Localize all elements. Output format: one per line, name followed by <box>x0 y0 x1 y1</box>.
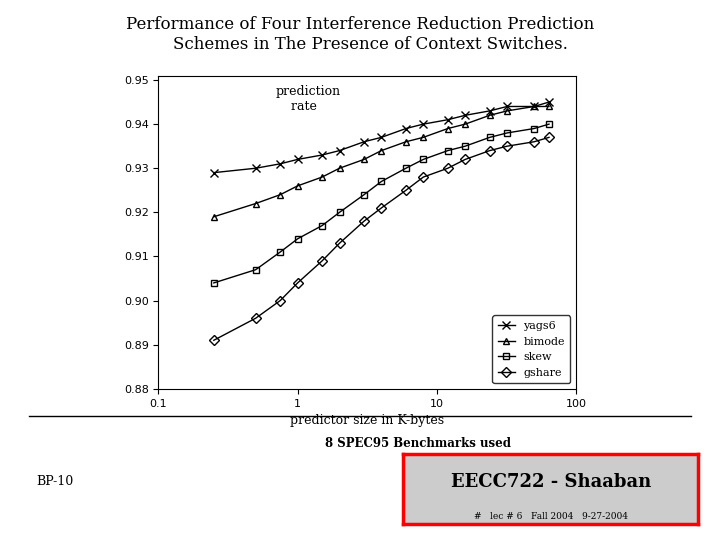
Text: EECC722 - Shaaban: EECC722 - Shaaban <box>451 472 651 491</box>
Text: BP-10: BP-10 <box>36 475 73 488</box>
gshare <box>485 147 494 154</box>
skew <box>336 209 344 215</box>
gshare <box>360 218 369 225</box>
yags6 <box>461 112 469 119</box>
bimode <box>251 200 260 207</box>
skew <box>485 134 494 140</box>
skew <box>444 147 452 154</box>
gshare <box>402 187 410 193</box>
gshare <box>293 280 302 286</box>
bimode <box>485 112 494 119</box>
skew <box>276 249 284 255</box>
Line: bimode: bimode <box>210 103 552 220</box>
X-axis label: predictor size in K-bytes: predictor size in K-bytes <box>290 414 444 427</box>
skew <box>419 156 428 163</box>
bimode <box>293 183 302 189</box>
Line: yags6: yags6 <box>210 98 553 177</box>
bimode <box>377 147 386 154</box>
bimode <box>276 192 284 198</box>
yags6 <box>210 170 218 176</box>
Text: prediction
    rate: prediction rate <box>275 85 341 113</box>
skew <box>377 178 386 185</box>
yags6 <box>402 125 410 132</box>
skew <box>545 121 554 127</box>
Line: gshare: gshare <box>210 134 552 344</box>
yags6 <box>485 107 494 114</box>
yags6 <box>377 134 386 140</box>
gshare <box>251 315 260 321</box>
bimode <box>503 107 511 114</box>
Legend: yags6, bimode, skew, gshare: yags6, bimode, skew, gshare <box>492 315 570 383</box>
bimode <box>444 125 452 132</box>
yags6 <box>419 121 428 127</box>
Line: skew: skew <box>210 120 552 286</box>
gshare <box>503 143 511 150</box>
bimode <box>336 165 344 172</box>
yags6 <box>336 147 344 154</box>
yags6 <box>444 117 452 123</box>
skew <box>318 222 326 229</box>
skew <box>251 266 260 273</box>
gshare <box>210 337 218 343</box>
Text: #   lec # 6   Fall 2004   9-27-2004: # lec # 6 Fall 2004 9-27-2004 <box>474 512 628 521</box>
yags6 <box>530 103 539 110</box>
bimode <box>545 103 554 110</box>
gshare <box>276 298 284 304</box>
yags6 <box>318 152 326 158</box>
yags6 <box>293 156 302 163</box>
skew <box>503 130 511 136</box>
gshare <box>545 134 554 140</box>
bimode <box>360 156 369 163</box>
yags6 <box>360 139 369 145</box>
bimode <box>419 134 428 140</box>
bimode <box>318 174 326 180</box>
skew <box>293 235 302 242</box>
gshare <box>336 240 344 246</box>
skew <box>210 280 218 286</box>
bimode <box>461 121 469 127</box>
skew <box>360 192 369 198</box>
bimode <box>530 103 539 110</box>
yags6 <box>503 103 511 110</box>
skew <box>461 143 469 150</box>
gshare <box>530 139 539 145</box>
yags6 <box>545 99 554 105</box>
bimode <box>210 213 218 220</box>
gshare <box>461 156 469 163</box>
yags6 <box>276 160 284 167</box>
bimode <box>402 139 410 145</box>
Text: Performance of Four Interference Reduction Prediction
    Schemes in The Presenc: Performance of Four Interference Reducti… <box>126 16 594 53</box>
gshare <box>444 165 452 172</box>
skew <box>530 125 539 132</box>
gshare <box>377 205 386 211</box>
gshare <box>419 174 428 180</box>
Text: 8 SPEC95 Benchmarks used: 8 SPEC95 Benchmarks used <box>325 437 510 450</box>
skew <box>402 165 410 172</box>
yags6 <box>251 165 260 172</box>
gshare <box>318 258 326 264</box>
